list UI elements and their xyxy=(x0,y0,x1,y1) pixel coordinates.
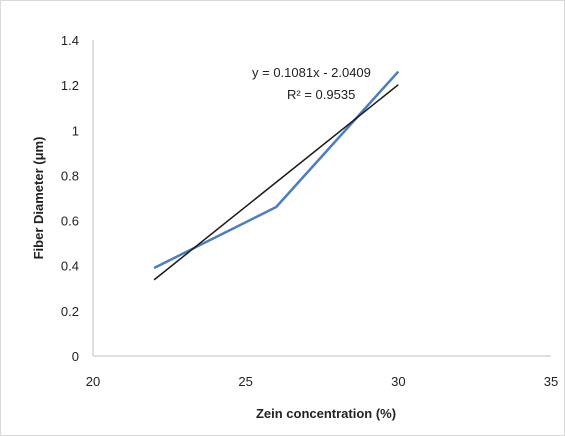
x-axis-title: Zein concentration (%) xyxy=(256,406,396,421)
y-tick-label: 0.8 xyxy=(61,168,79,183)
r-squared-label: R² = 0.9535 xyxy=(287,87,355,102)
trendline xyxy=(153,84,399,281)
x-tick-label: 35 xyxy=(544,374,558,389)
x-tick-label: 30 xyxy=(391,374,405,389)
y-tick-label: 1.2 xyxy=(61,78,79,93)
axes xyxy=(92,40,551,357)
y-tick-label: 1.4 xyxy=(61,33,79,48)
y-tick-label: 1 xyxy=(72,123,79,138)
y-tick-label: 0.2 xyxy=(61,304,79,319)
trendline-layer xyxy=(153,84,399,281)
trendline-equation: y = 0.1081x - 2.0409 xyxy=(252,65,371,80)
y-tick-labels: 0 0.2 0.4 0.6 0.8 1 1.2 1.4 xyxy=(61,33,79,364)
y-tick-label: 0.6 xyxy=(61,214,79,229)
series-layer xyxy=(153,70,400,270)
x-tick-labels: 20 25 30 35 xyxy=(86,374,558,389)
y-tick-label: 0.4 xyxy=(61,259,79,274)
x-tick-label: 25 xyxy=(238,374,252,389)
series-line xyxy=(153,70,400,270)
x-tick-label: 20 xyxy=(86,374,100,389)
y-axis-title: Fiber Diameter (μm) xyxy=(31,137,46,260)
y-tick-label: 0 xyxy=(72,349,79,364)
